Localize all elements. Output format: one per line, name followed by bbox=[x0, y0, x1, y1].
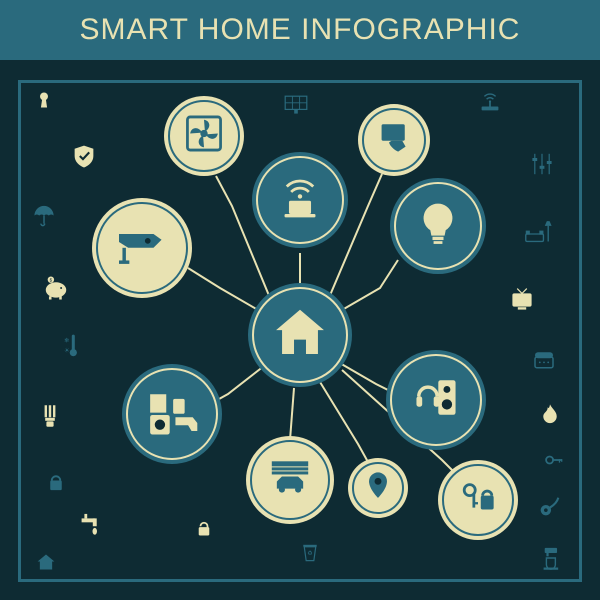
sliders-icon bbox=[527, 149, 557, 184]
svg-text:☀: ☀ bbox=[64, 347, 70, 355]
car-garage-icon bbox=[265, 452, 316, 508]
location-pin-icon bbox=[361, 468, 396, 508]
node-appliances bbox=[122, 364, 222, 464]
umbrella-icon bbox=[32, 204, 56, 233]
svg-text:❄: ❄ bbox=[64, 336, 70, 344]
node-wifi-laptop bbox=[252, 152, 348, 248]
cfl-bulb-icon bbox=[35, 401, 65, 436]
shield-icon bbox=[71, 143, 97, 174]
router-icon bbox=[476, 88, 504, 121]
audio-icon bbox=[407, 369, 465, 432]
tablet-hand-icon bbox=[373, 117, 414, 163]
vacuum-icon bbox=[537, 493, 563, 524]
security-cam-icon bbox=[113, 217, 171, 280]
faucet-icon bbox=[76, 510, 104, 543]
node-audio bbox=[386, 350, 486, 450]
phone-icon bbox=[529, 345, 559, 380]
keyhole-icon bbox=[33, 89, 55, 116]
house-icon bbox=[270, 303, 330, 368]
tv-icon bbox=[507, 285, 537, 320]
padlock-icon bbox=[44, 470, 68, 499]
piggybank-icon: $ bbox=[40, 272, 72, 309]
center-node-house bbox=[248, 283, 352, 387]
node-lightbulb bbox=[390, 178, 486, 274]
key-icon bbox=[543, 449, 565, 476]
node-location-pin bbox=[348, 458, 408, 518]
svg-text:♻: ♻ bbox=[307, 550, 313, 557]
page-title: SMART HOME INFOGRAPHIC bbox=[80, 13, 521, 47]
node-keys-lock bbox=[438, 460, 518, 540]
infographic-canvas: SMART HOME INFOGRAPHIC $❄☀♻ bbox=[0, 0, 600, 600]
lightbulb-icon bbox=[410, 196, 465, 256]
appliances-icon bbox=[143, 383, 201, 446]
hvac-fan-icon bbox=[181, 111, 227, 162]
solar-panel-icon bbox=[281, 89, 311, 124]
title-bar: SMART HOME INFOGRAPHIC bbox=[0, 0, 600, 60]
node-hvac-fan bbox=[164, 96, 244, 176]
coffee-maker-icon bbox=[538, 544, 566, 577]
thermometer-icon: ❄☀ bbox=[55, 331, 85, 366]
house-mini-icon bbox=[35, 551, 57, 578]
wifi-laptop-icon bbox=[272, 170, 327, 230]
recycle-bin-icon: ♻ bbox=[298, 540, 322, 569]
node-tablet-hand bbox=[358, 104, 430, 176]
keys-lock-icon bbox=[455, 475, 501, 526]
node-car-garage bbox=[246, 436, 334, 524]
sofa-lamp-icon bbox=[521, 217, 555, 256]
flame-icon bbox=[538, 402, 562, 431]
closed-padlock-icon bbox=[193, 517, 215, 544]
node-security-cam bbox=[92, 198, 192, 298]
